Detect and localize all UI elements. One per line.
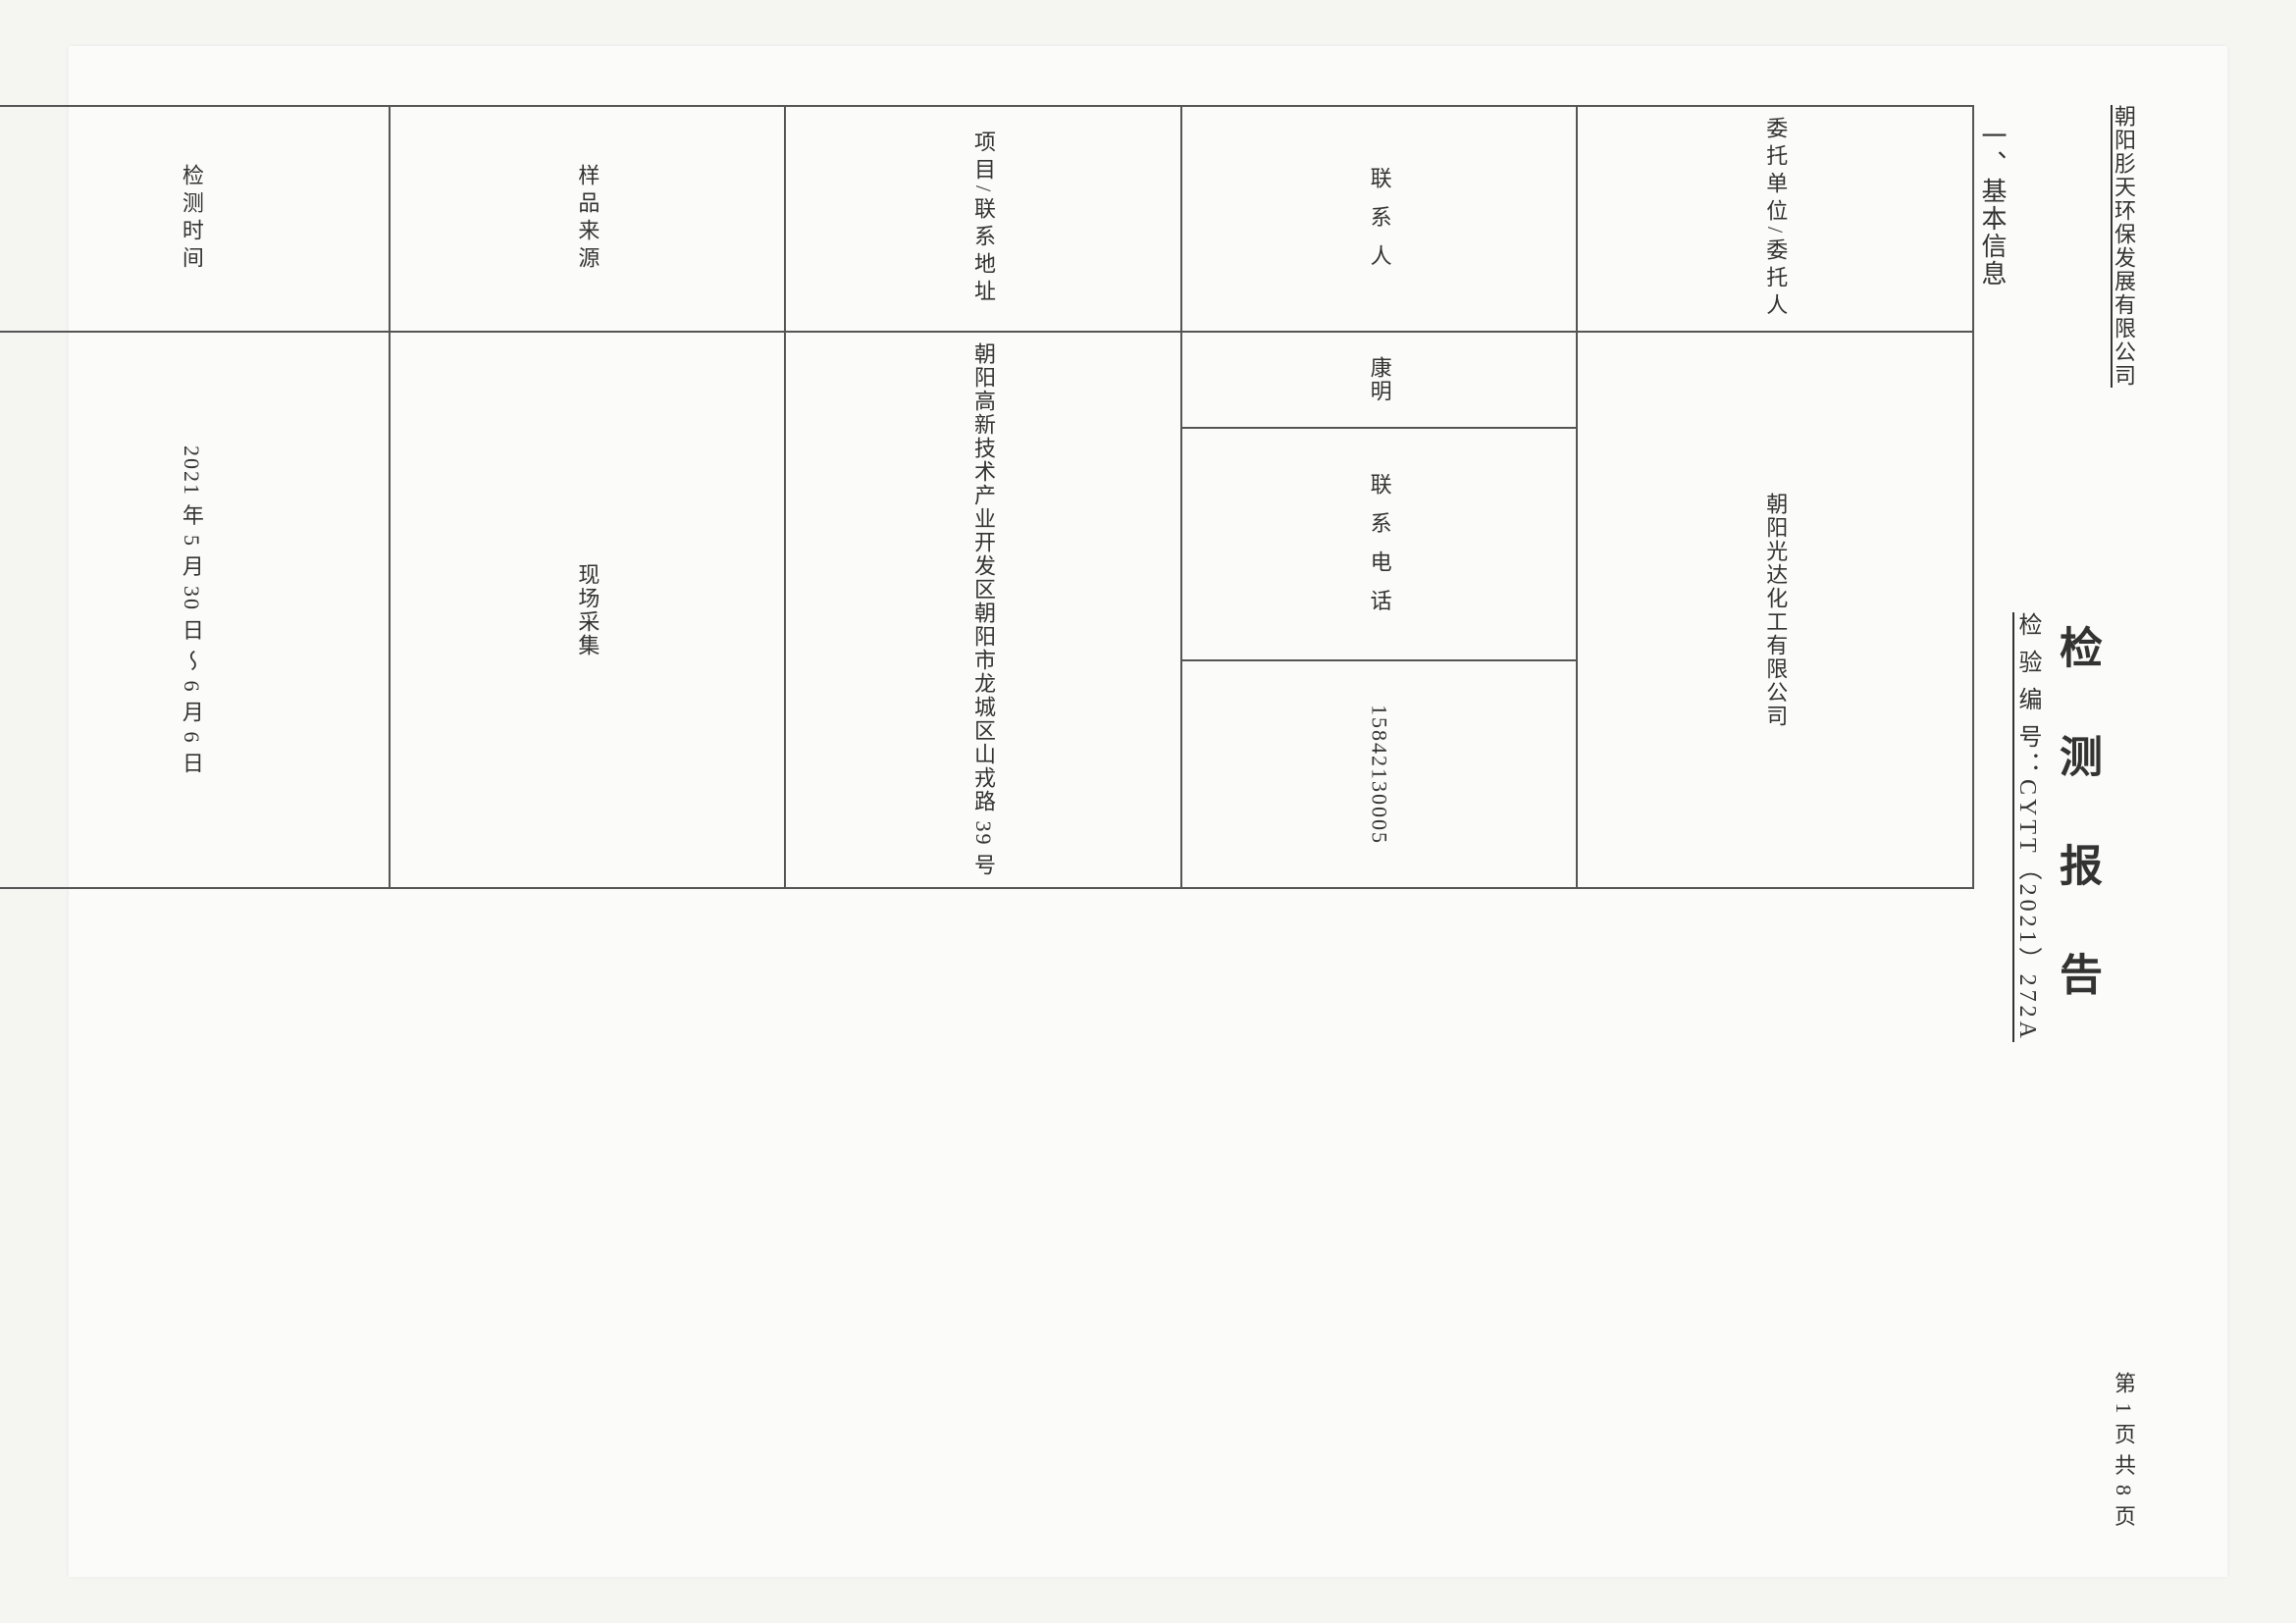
- tel-value: 15842130005: [1181, 660, 1578, 888]
- table-row: 项目/联系地址 朝阳高新技术产业开发区朝阳市龙城区山戎路 39 号: [785, 106, 1181, 888]
- subtitle-value: CYTT（2021）272A: [2014, 779, 2040, 1042]
- page: 朝阳肜天环保发展有限公司 第 1 页 共 8 页 检 测 报 告 检 验 编 号…: [69, 46, 2227, 1577]
- source-value: 现场采集: [390, 332, 786, 888]
- page-header: 朝阳肜天环保发展有限公司 第 1 页 共 8 页: [2108, 105, 2139, 1528]
- table-row: 联 系 人 康明 联 系 电 话 15842130005: [1181, 106, 1578, 888]
- addr-value: 朝阳高新技术产业开发区朝阳市龙城区山戎路 39 号: [785, 332, 1181, 888]
- contact-value: 康明: [1181, 332, 1578, 428]
- subtitle-label: 检 验 编 号：: [2014, 612, 2040, 779]
- time-value: 2021 年 5 月 30 日 ～ 6 月 6 日: [0, 332, 390, 888]
- report-title: 检 测 报 告: [2045, 129, 2108, 1518]
- table-row: 样品来源 现场采集: [390, 106, 786, 888]
- section-1-heading: 一、基本信息: [1974, 123, 2010, 1518]
- report-subtitle: 检 验 编 号：CYTT（2021）272A: [2010, 136, 2045, 1518]
- title-block: 检 测 报 告 检 验 编 号：CYTT（2021）272A: [2010, 129, 2108, 1518]
- table-row: 委托单位/委托人 朝阳光达化工有限公司: [1577, 106, 1973, 888]
- contact-label: 联 系 人: [1181, 106, 1578, 332]
- time-label: 检测时间: [0, 106, 390, 332]
- source-label: 样品来源: [390, 106, 786, 332]
- client-label: 委托单位/委托人: [1577, 106, 1973, 332]
- tel-label: 联 系 电 话: [1181, 428, 1578, 660]
- addr-label: 项目/联系地址: [785, 106, 1181, 332]
- page-number: 第 1 页 共 8 页: [2108, 1372, 2139, 1529]
- table-row: 检测时间 2021 年 5 月 30 日 ～ 6 月 6 日: [0, 106, 390, 888]
- company-name: 朝阳肜天环保发展有限公司: [2108, 105, 2139, 388]
- basic-info-table: 委托单位/委托人 朝阳光达化工有限公司 联 系 人 康明 联 系 电 话 158…: [0, 105, 1974, 889]
- client-value: 朝阳光达化工有限公司: [1577, 332, 1973, 888]
